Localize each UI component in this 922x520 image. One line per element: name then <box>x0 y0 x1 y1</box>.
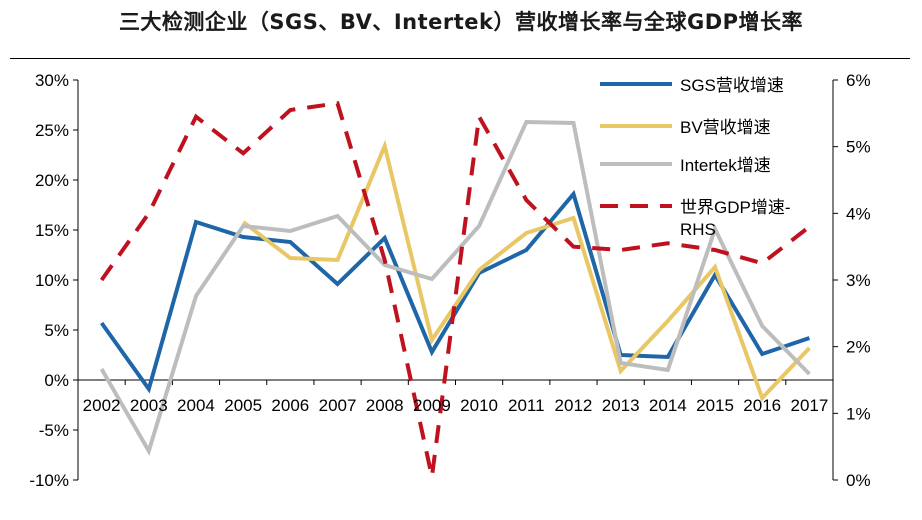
legend-label: 世界GDP增速-RHS <box>680 198 791 239</box>
left-tick-label: 15% <box>35 221 69 240</box>
left-tick-label: 20% <box>35 171 69 190</box>
x-tick-label: 2011 <box>508 396 545 415</box>
x-tick-label: 2012 <box>555 396 593 415</box>
left-tick-label: 10% <box>35 271 69 290</box>
x-tick-label: 2003 <box>130 396 168 415</box>
x-tick-label: 2015 <box>696 396 734 415</box>
series-line <box>99 119 811 456</box>
right-tick-label: 6% <box>846 71 871 90</box>
right-tick-label: 2% <box>846 338 871 357</box>
x-tick-label: 2006 <box>271 396 309 415</box>
x-tick-label: 2016 <box>743 396 781 415</box>
right-tick-label: 1% <box>846 404 871 423</box>
x-tick-label: 2008 <box>366 396 404 415</box>
x-tick-label: 2002 <box>83 396 121 415</box>
left-tick-label: 25% <box>35 121 69 140</box>
x-tick-label: 2013 <box>602 396 640 415</box>
left-tick-label: -5% <box>39 421 69 440</box>
x-tick-label: 2005 <box>224 396 262 415</box>
x-tick-label: 2009 <box>413 396 451 415</box>
x-tick-label: 2007 <box>319 396 357 415</box>
series-line <box>99 101 811 478</box>
x-tick-label: 2014 <box>649 396 687 415</box>
right-tick-label: 4% <box>846 204 871 223</box>
x-tick-label: 2010 <box>460 396 498 415</box>
chart-title: 三大检测企业（SGS、BV、Intertek）营收增长率与全球GDP增长率 <box>118 10 804 34</box>
chart-frame <box>10 58 910 519</box>
legend-label: SGS营收增速 <box>680 76 784 95</box>
series-line <box>99 189 811 394</box>
right-tick-label: 0% <box>846 471 871 490</box>
series-line <box>241 139 811 402</box>
left-tick-label: 0% <box>44 371 69 390</box>
left-tick-label: 5% <box>44 321 69 340</box>
legend-label: Intertek增速 <box>680 156 771 175</box>
left-tick-label: -10% <box>29 471 69 490</box>
legend-label: BV营收增速 <box>680 118 771 137</box>
x-tick-label: 2004 <box>177 396 215 415</box>
left-tick-label: 30% <box>35 71 69 90</box>
right-tick-label: 3% <box>846 271 871 290</box>
right-tick-label: 5% <box>846 138 871 157</box>
x-tick-label: 2017 <box>790 396 828 415</box>
